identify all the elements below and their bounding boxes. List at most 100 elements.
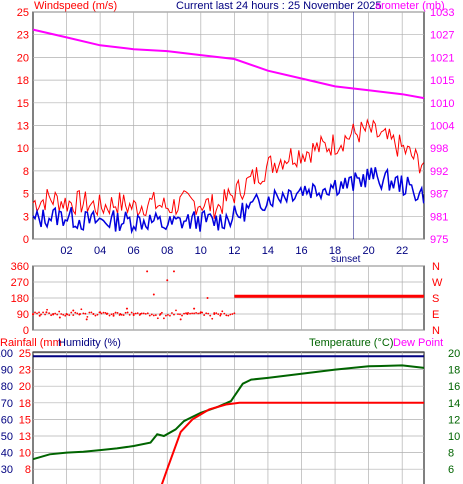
direction-point — [183, 312, 185, 315]
direction-point — [125, 307, 128, 310]
direction-point — [231, 313, 234, 315]
direction-point — [150, 313, 153, 316]
wind-direction-panel: 0 N 90 E 180 S 270 W 360 N — [11, 261, 443, 337]
direction-point — [233, 312, 236, 315]
direction-point — [199, 311, 202, 314]
temperature-tick-label: 18 — [448, 365, 460, 377]
rain-humidity-temperature-panel: 30 8 40 10 50 13 60 15 70 18 80 20 90 23 100 25 6 8 10 12 14… — [0, 348, 460, 484]
dewpoint-line — [160, 401, 424, 484]
rain-tick-label: 23 — [19, 365, 31, 377]
direction-point — [165, 314, 167, 317]
rain-tick-label: 20 — [19, 381, 31, 393]
y-left-tick-label: 270 — [11, 277, 29, 289]
direction-point — [160, 311, 163, 314]
dewpoint-label: Dew Point — [393, 337, 443, 349]
direction-point — [217, 313, 220, 316]
gust-line — [32, 118, 425, 219]
y-right-tick-label: 975 — [430, 234, 448, 246]
direction-point — [122, 314, 125, 317]
direction-point — [64, 314, 67, 317]
direction-point — [52, 313, 55, 315]
y-right-tick-label: 992 — [430, 166, 448, 178]
y-left-tick-label: 3 — [23, 211, 29, 223]
direction-point — [126, 311, 129, 314]
direction-point — [189, 312, 191, 315]
rain-tick-label: 8 — [25, 464, 31, 476]
direction-point — [215, 312, 218, 315]
direction-point — [108, 314, 111, 317]
direction-point — [72, 309, 75, 312]
direction-point — [154, 314, 157, 317]
y-left-tick-label: 20 — [17, 52, 29, 64]
direction-point — [82, 312, 85, 315]
direction-point — [68, 314, 71, 317]
direction-point — [112, 313, 115, 315]
y-left-tick-label: 23 — [17, 30, 29, 42]
direction-point — [209, 314, 212, 317]
y-left-tick-label: 10 — [17, 143, 29, 155]
direction-point — [119, 313, 122, 315]
direction-point — [193, 307, 196, 310]
y-right-tick-label: 1021 — [430, 52, 454, 64]
rain-tick-label: 10 — [19, 448, 31, 460]
compass-label: E — [432, 309, 439, 321]
direction-point — [179, 318, 182, 321]
rain-tick-label: 25 — [19, 348, 31, 360]
direction-point — [225, 314, 228, 317]
wind-average-line — [32, 167, 425, 235]
direction-point — [172, 270, 175, 273]
direction-point — [84, 312, 87, 315]
direction-point — [179, 313, 181, 316]
direction-point — [40, 313, 42, 316]
direction-point — [112, 314, 115, 317]
direction-point — [132, 313, 135, 315]
temperature-line — [32, 364, 425, 461]
direction-point — [159, 313, 162, 315]
direction-point — [229, 313, 232, 316]
direction-point — [175, 309, 177, 312]
direction-point — [166, 279, 169, 282]
direction-point — [48, 312, 51, 315]
direction-point — [105, 313, 108, 315]
y-left-tick-label: 90 — [17, 309, 29, 321]
y-left-tick-label: 25 — [17, 7, 29, 19]
direction-point — [44, 313, 46, 316]
direction-point — [206, 297, 209, 299]
x-tick-label: 02 — [60, 245, 72, 257]
temperature-tick-label: 20 — [448, 348, 460, 360]
direction-point — [38, 314, 41, 317]
humidity-tick-label: 30 — [1, 464, 13, 476]
windspeed-label: Windspeed (m/s) — [34, 0, 117, 12]
x-tick-label: 18 — [329, 245, 341, 257]
direction-point — [50, 314, 53, 317]
direction-point — [169, 314, 171, 317]
humidity-tick-label: 100 — [0, 348, 13, 360]
direction-point — [88, 311, 91, 314]
rain-tick-label: 18 — [19, 398, 31, 410]
x-tick-label: 08 — [161, 245, 173, 257]
direction-point — [181, 314, 183, 317]
humidity-tick-label: 90 — [1, 365, 13, 377]
direction-point — [99, 311, 102, 314]
y-right-tick-label: 1004 — [430, 121, 454, 133]
y-left-tick-label: 15 — [17, 98, 29, 110]
humidity-tick-label: 40 — [1, 448, 13, 460]
direction-point — [162, 317, 165, 320]
x-tick-label: 20 — [362, 245, 374, 257]
direction-point — [136, 312, 139, 315]
direction-point — [171, 312, 173, 314]
direction-point — [191, 312, 193, 315]
direction-point — [146, 312, 149, 315]
direction-point — [80, 308, 83, 311]
direction-point — [78, 313, 81, 315]
direction-point — [173, 313, 175, 316]
direction-point — [203, 314, 206, 316]
direction-point — [167, 313, 169, 316]
direction-point — [85, 318, 88, 321]
direction-point — [142, 312, 145, 315]
direction-point — [72, 314, 75, 317]
direction-point — [58, 310, 61, 313]
y-right-tick-label: 1015 — [430, 75, 454, 87]
direction-point — [65, 313, 68, 315]
